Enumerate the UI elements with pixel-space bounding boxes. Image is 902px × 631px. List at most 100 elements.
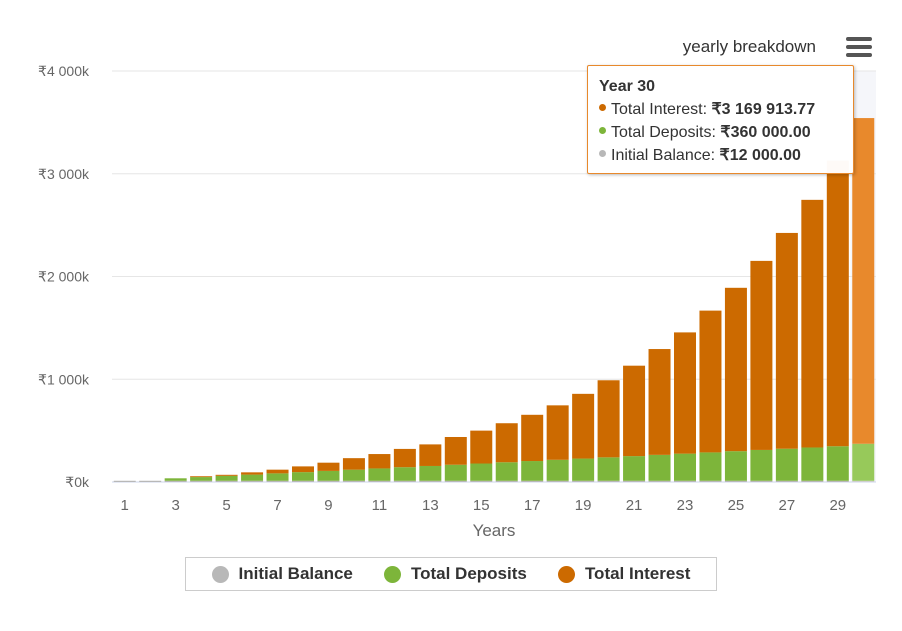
x-tick-label: 1 — [121, 497, 129, 514]
bar-segment — [699, 452, 722, 481]
bar-segment — [674, 453, 696, 481]
bar-segment — [521, 480, 544, 482]
y-tick-label: ₹4 000k — [38, 63, 90, 79]
bar-segment — [750, 480, 773, 482]
chart-subtitle: yearly breakdown — [682, 37, 816, 56]
bar-segment — [215, 474, 238, 476]
bar-segment — [521, 414, 544, 462]
bar-segment — [266, 480, 289, 482]
bar-segment — [623, 456, 646, 481]
x-tick-label: 27 — [779, 497, 796, 514]
legend-item-initial-balance[interactable]: Initial Balance — [211, 564, 353, 584]
bar-segment — [597, 457, 620, 481]
bar-segment — [317, 470, 340, 481]
x-tick-label: 5 — [222, 497, 230, 514]
bar-segment — [368, 468, 391, 481]
bar-segment — [190, 480, 213, 482]
x-tick-label: 23 — [677, 497, 694, 514]
tooltip-row-interest: Total Interest: ₹3 169 913.77 — [599, 98, 842, 121]
bar-segment — [368, 480, 391, 482]
bar-segment — [419, 465, 442, 481]
bar-segment — [597, 480, 620, 482]
bar-segment — [674, 332, 696, 454]
bar-segment — [852, 118, 875, 444]
x-tick-label: 15 — [473, 497, 490, 514]
bar-segment — [826, 480, 849, 482]
x-tick-label: 29 — [829, 497, 846, 514]
bar-segment — [546, 459, 569, 481]
x-tick-label: 7 — [273, 497, 281, 514]
bar-segment — [597, 380, 620, 458]
bar-segment — [241, 472, 264, 475]
bar-segment — [444, 480, 467, 482]
bar-segment — [699, 310, 722, 453]
bar-segment — [572, 393, 595, 459]
bar-segment — [750, 449, 773, 481]
bar-segment — [546, 480, 569, 482]
bar-segment — [241, 474, 264, 481]
bar-segment — [495, 462, 518, 481]
legend-label: Initial Balance — [238, 564, 353, 583]
bar-segment — [190, 477, 213, 481]
legend-item-total-interest[interactable]: Total Interest — [557, 564, 690, 584]
bar-segment — [342, 469, 365, 481]
bar-segment — [419, 444, 442, 466]
legend-item-total-deposits[interactable]: Total Deposits — [383, 564, 527, 584]
tooltip-label: Total Deposits: — [611, 124, 721, 141]
bar-segment — [215, 480, 238, 482]
x-tick-label: 3 — [171, 497, 179, 514]
bar-segment — [775, 448, 798, 481]
bar-segment — [750, 260, 773, 450]
bar-segment — [393, 467, 416, 481]
bar-segment — [623, 480, 646, 482]
bar-segment — [215, 475, 238, 481]
bar-segment — [292, 466, 314, 473]
bar-segment — [852, 443, 875, 481]
bar-segment — [572, 458, 595, 481]
dot-icon — [599, 150, 606, 158]
bar-segment — [241, 480, 264, 482]
bar-segment — [266, 473, 289, 481]
bar-segment — [342, 480, 365, 482]
bar-segment — [724, 480, 747, 482]
y-tick-label: ₹1 000k — [38, 371, 90, 387]
legend-swatch-icon — [211, 565, 229, 583]
bar-segment — [164, 480, 187, 482]
bar-segment — [775, 232, 798, 449]
bar-segment — [444, 436, 467, 465]
bar-segment — [724, 451, 747, 481]
x-tick-label: 17 — [524, 497, 541, 514]
bar-segment — [648, 349, 671, 455]
bar-segment — [724, 287, 747, 452]
dot-icon — [599, 127, 606, 135]
legend-swatch-icon — [557, 565, 575, 583]
bar-segment — [521, 461, 544, 481]
bar-segment — [342, 458, 365, 470]
tooltip-value: ₹360 000.00 — [720, 124, 811, 141]
x-axis-label: Years — [473, 521, 516, 540]
bar-segment — [470, 480, 493, 482]
bar-segment — [292, 472, 314, 481]
bar-segment — [648, 454, 671, 481]
bar-segment — [393, 480, 416, 482]
tooltip-label: Initial Balance: — [611, 147, 720, 164]
tooltip: Year 30 Total Interest: ₹3 169 913.77 To… — [587, 65, 854, 174]
hamburger-menu-icon[interactable] — [846, 37, 872, 59]
bar-segment — [266, 469, 289, 474]
tooltip-label: Total Interest: — [611, 101, 712, 118]
bar-segment — [775, 480, 798, 482]
bar-segment — [572, 480, 595, 482]
bar-segment — [393, 448, 416, 468]
bar-segment — [495, 423, 518, 463]
bar-segment — [801, 447, 824, 481]
bar-segment — [419, 480, 442, 482]
x-tick-label: 21 — [626, 497, 643, 514]
bar-segment — [623, 365, 646, 457]
legend: Initial Balance Total Deposits Total Int… — [185, 557, 717, 591]
bar-segment — [852, 480, 875, 482]
bar-segment — [444, 464, 467, 481]
bar-segment — [317, 462, 340, 471]
x-tick-label: 11 — [372, 497, 388, 514]
bar-segment — [470, 430, 493, 464]
